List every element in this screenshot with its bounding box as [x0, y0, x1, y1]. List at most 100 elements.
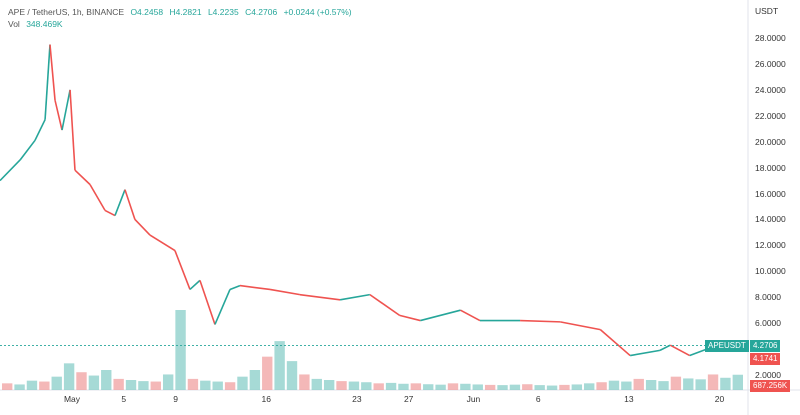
close-value: C4.2706 — [245, 7, 278, 17]
price-segment — [174, 250, 191, 290]
x-tick-label: 16 — [261, 394, 271, 404]
volume-bar — [423, 384, 434, 390]
volume-bar — [39, 381, 50, 390]
x-tick-label: 13 — [624, 394, 634, 404]
change-value: +0.0244 (+0.57%) — [283, 7, 352, 17]
open-value: O4.2458 — [130, 7, 164, 17]
volume-tag: 687.256K — [750, 380, 791, 392]
price-segment — [399, 314, 421, 322]
low-value: L4.2235 — [207, 7, 239, 17]
volume-bar — [361, 382, 372, 390]
vol-value: 348.469K — [26, 19, 63, 29]
price-segment — [69, 89, 76, 171]
volume-bar — [720, 377, 731, 390]
symbol-price-tag: APEUSDT — [705, 340, 749, 352]
x-tick-label: 20 — [714, 394, 725, 404]
volume-bar — [101, 370, 112, 390]
volume-bar — [658, 381, 669, 390]
y-tick-label: 10.0000 — [755, 266, 786, 277]
y-tick-label: 24.0000 — [755, 84, 786, 95]
y-tick-label: 14.0000 — [755, 214, 786, 225]
volume-bar — [63, 363, 75, 390]
volume-bar — [125, 380, 137, 390]
price-segment — [669, 344, 691, 357]
volume-bar — [286, 361, 298, 390]
volume-bar — [26, 380, 38, 390]
y-tick-label: 20.0000 — [755, 136, 786, 147]
volume-bar — [484, 384, 496, 390]
price-segment — [229, 284, 241, 291]
volume-bar — [447, 383, 459, 390]
y-tick-label: 12.0000 — [755, 240, 786, 251]
x-tick-label: 27 — [403, 394, 414, 404]
price-segment — [299, 293, 341, 301]
volume-bar — [645, 380, 657, 390]
volume-bar — [522, 384, 533, 390]
volume-bar — [88, 375, 100, 390]
price-segment — [104, 209, 116, 217]
price-segment — [61, 89, 71, 131]
vol-label: Vol — [8, 19, 20, 29]
x-tick-label: 9 — [173, 394, 178, 404]
volume-bar — [348, 381, 360, 390]
price-segment — [149, 234, 176, 252]
price-segment — [34, 119, 46, 141]
price-segment — [54, 100, 63, 131]
x-tick-label: May — [63, 394, 81, 404]
y-tick-label: 26.0000 — [755, 58, 786, 69]
volume-bar — [546, 385, 558, 390]
volume-bar — [373, 383, 384, 390]
volume-bar — [200, 380, 211, 390]
y-tick-label: 22.0000 — [755, 110, 786, 121]
volume-bar — [559, 384, 570, 390]
x-tick-label: 6 — [535, 394, 541, 404]
volume-bar — [398, 383, 409, 390]
price-segment — [124, 189, 136, 220]
price-segment — [0, 159, 21, 182]
last-price-tag: 4.2706 — [750, 340, 781, 352]
volume-bar — [212, 381, 223, 390]
secondary-price-tag: 4.1741 — [750, 353, 781, 365]
legend: APE / TetherUS, 1h, BINANCE O4.2458 H4.2… — [8, 6, 352, 30]
x-tick-label: 23 — [352, 394, 362, 404]
volume-bar — [311, 378, 322, 390]
volume-bar — [460, 383, 471, 390]
y-tick-label: 28.0000 — [755, 33, 786, 44]
volume-bar — [596, 382, 607, 390]
volume-bar — [410, 383, 422, 390]
price-segment — [19, 139, 36, 161]
symbol-label: APE / TetherUS, 1h, BINANCE — [8, 7, 125, 17]
price-segment — [44, 44, 51, 120]
price-segment — [520, 319, 561, 323]
volume-bar — [299, 374, 310, 390]
volume-bar — [670, 376, 682, 390]
volume-bar — [336, 381, 347, 390]
volume-bar — [608, 380, 620, 390]
volume-bar — [138, 381, 149, 390]
y-tick-label: 6.0000 — [755, 318, 781, 329]
price-segment — [659, 344, 671, 352]
volume-bar — [14, 384, 25, 390]
x-tick-label: 5 — [121, 394, 127, 404]
volume-bar — [633, 378, 644, 390]
volume-bar — [2, 383, 13, 390]
volume-bar — [509, 384, 521, 390]
volume-bar — [249, 370, 261, 390]
volume-bar — [175, 310, 186, 390]
price-segment — [74, 169, 91, 186]
y-tick-label: 8.0000 — [755, 292, 781, 303]
volume-bar — [187, 378, 199, 390]
currency-unit[interactable]: USDT — [755, 6, 779, 16]
volume-bar — [435, 384, 446, 390]
price-segment — [420, 309, 461, 322]
volume-bar — [584, 383, 595, 390]
volume-bar — [76, 372, 87, 390]
price-segment — [269, 288, 301, 296]
price-segment — [214, 289, 231, 325]
volume-bar — [224, 382, 236, 390]
price-segment — [339, 293, 370, 301]
price-segment — [560, 321, 601, 331]
volume-bar — [707, 374, 719, 390]
